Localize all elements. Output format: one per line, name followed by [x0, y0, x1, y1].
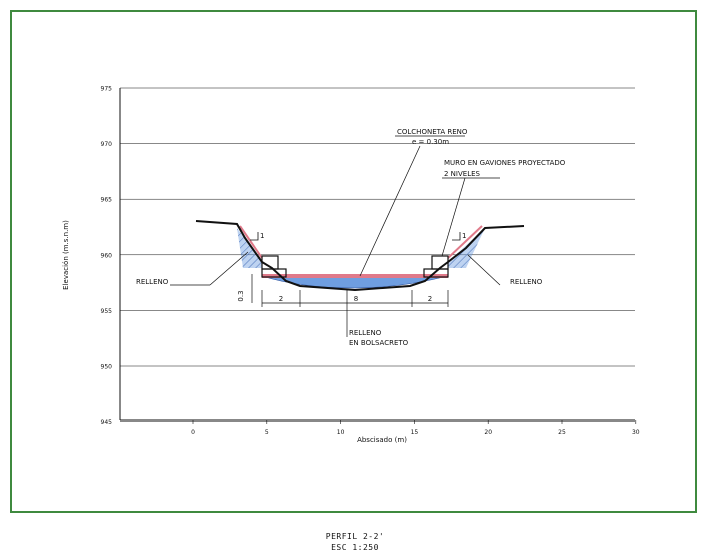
- y-tick-labels: 975 970 965 960 955 950 945: [101, 86, 113, 427]
- drawing-scale: ESC 1:250: [331, 543, 379, 552]
- y-tick-label: 955: [101, 308, 113, 315]
- relleno-right-label: RELLENO: [510, 278, 543, 286]
- relleno-right-leader: [467, 254, 501, 286]
- existing-ground-line: [195, 220, 525, 292]
- x-tick-label: 5: [265, 429, 269, 436]
- y-tick-label: 970: [101, 141, 113, 148]
- x-axis-label: Abscisado (m): [357, 436, 407, 444]
- y-tick-label: 975: [101, 86, 113, 93]
- right-slope-lining: [447, 225, 483, 259]
- muro-levels: 2 NIVELES: [444, 170, 481, 178]
- x-tick-label: 0: [191, 429, 195, 436]
- channel-section: [195, 220, 525, 292]
- colchoneta-label: COLCHONETA RENO: [397, 128, 468, 136]
- dimensions: 0.3 2 8 2: [237, 274, 449, 307]
- right-slope-triangle: [452, 232, 461, 241]
- x-tick-label: 30: [632, 429, 640, 436]
- left-slope-lining: [239, 225, 263, 259]
- drawing-title: PERFIL 2-2': [325, 532, 385, 541]
- relleno-left-label: RELLENO: [136, 278, 169, 286]
- right-slope-label: 1: [462, 232, 466, 240]
- drawing-frame: [10, 10, 697, 513]
- bolsacreto-label: RELLENO: [349, 329, 382, 337]
- gridlines: [120, 87, 637, 424]
- gabion-left-lower: [261, 268, 287, 278]
- annotations: COLCHONETA RENO e = 0.30m MURO EN GAVION…: [136, 128, 566, 347]
- left-width-label: 2: [279, 295, 283, 303]
- x-tick-label: 10: [337, 429, 345, 436]
- center-width-label: 8: [354, 295, 358, 303]
- slope-indicators: 1 1: [250, 232, 466, 241]
- muro-label: MURO EN GAVIONES PROYECTADO: [444, 159, 566, 167]
- x-tick-labels: 0 5 10 15 20 25 30: [191, 429, 640, 436]
- left-slope-label: 1: [260, 232, 264, 240]
- colchoneta-thickness: e = 0.30m: [412, 138, 449, 146]
- relleno-left-leader: [209, 251, 249, 286]
- colchoneta-leader: [359, 145, 421, 277]
- gabion-right-lower: [423, 268, 449, 278]
- y-tick-label: 950: [101, 364, 113, 371]
- left-bank-tint: [237, 228, 262, 268]
- muro-leader: [441, 177, 466, 257]
- left-bank-fill: [237, 228, 262, 268]
- right-width-label: 2: [428, 295, 432, 303]
- plot-area: 975 970 965 960 955 950 945 0 5 10 15 20 25 30 Eleva…: [62, 86, 640, 445]
- y-tick-label: 965: [101, 197, 113, 204]
- bolsacreto-label-2: EN BOLSACRETO: [349, 339, 409, 347]
- left-slope-triangle: [250, 232, 259, 241]
- y-tick-label: 960: [101, 252, 113, 259]
- x-tick-label: 25: [558, 429, 566, 436]
- reno-mattress: [262, 274, 448, 278]
- y-axis-label: Elevación (m.s.n.m): [62, 220, 70, 290]
- y-tick-label: 945: [101, 419, 113, 426]
- height-dim-label: 0.3: [237, 290, 245, 301]
- x-tick-label: 15: [411, 429, 419, 436]
- x-tick-label: 20: [484, 429, 492, 436]
